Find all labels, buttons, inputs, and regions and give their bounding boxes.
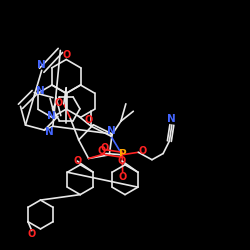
Text: O: O <box>139 146 147 156</box>
Text: N: N <box>47 111 56 121</box>
Text: O: O <box>118 172 127 182</box>
Text: O: O <box>118 156 126 166</box>
Text: P: P <box>119 149 126 159</box>
Text: O: O <box>85 115 93 125</box>
Text: O: O <box>97 146 106 156</box>
Text: N: N <box>106 126 115 136</box>
Text: O: O <box>73 156 82 166</box>
Text: O: O <box>62 50 70 60</box>
Text: O: O <box>100 143 109 153</box>
Text: N: N <box>168 114 176 124</box>
Text: O: O <box>54 98 62 108</box>
Text: O: O <box>28 230 36 239</box>
Text: N: N <box>45 128 54 138</box>
Text: N: N <box>37 60 46 70</box>
Text: N: N <box>36 86 45 96</box>
